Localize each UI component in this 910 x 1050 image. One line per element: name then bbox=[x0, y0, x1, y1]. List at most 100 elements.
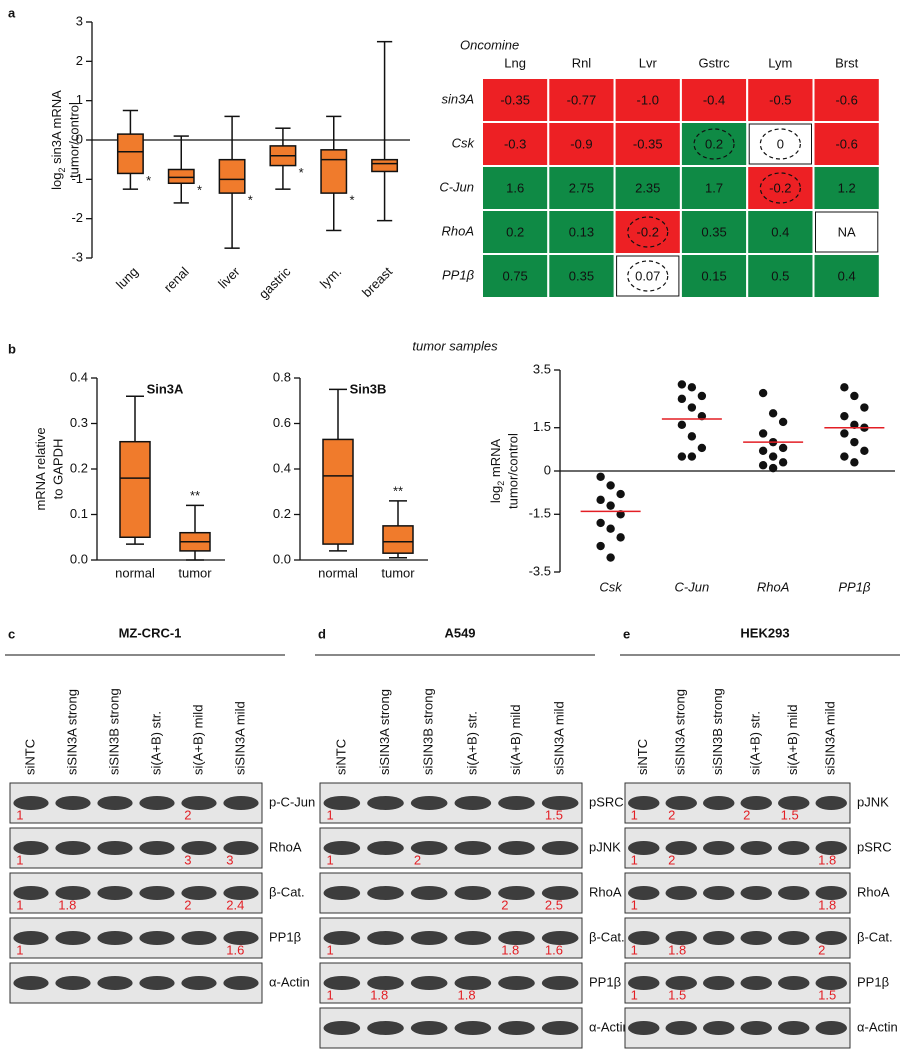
label-part: log bbox=[488, 486, 503, 503]
data-point bbox=[697, 443, 707, 453]
x-tick-label: normal bbox=[115, 565, 155, 580]
x-tick-label: RhoA bbox=[757, 579, 790, 594]
column-label: Lvr bbox=[639, 55, 658, 70]
blot-band bbox=[498, 931, 535, 945]
cell-value: NA bbox=[838, 224, 856, 239]
box bbox=[116, 133, 144, 175]
y-tick-label: 0.0 bbox=[70, 551, 88, 566]
cell-value: 0.07 bbox=[635, 268, 660, 283]
blot-strip bbox=[319, 782, 583, 824]
blot-band bbox=[665, 886, 697, 900]
cell-value: 0.4 bbox=[771, 224, 789, 239]
panel-letter: c bbox=[8, 626, 15, 641]
blot-strip bbox=[9, 962, 263, 1004]
heatmap-cell bbox=[815, 211, 879, 253]
blot-band bbox=[323, 886, 361, 900]
blot-band bbox=[498, 886, 535, 900]
highlight-circle bbox=[627, 216, 669, 248]
data-point bbox=[616, 510, 625, 519]
blot-band bbox=[740, 796, 772, 810]
blot-band bbox=[541, 796, 579, 810]
data-point bbox=[687, 383, 697, 392]
band-quantity: 1.5 bbox=[818, 987, 836, 1002]
lane-label: siSIN3B strong bbox=[710, 688, 725, 775]
blot-strip bbox=[624, 962, 851, 1004]
band-label: RhoA bbox=[269, 839, 302, 854]
blot-band bbox=[13, 976, 49, 990]
data-point bbox=[596, 518, 605, 528]
x-tick-label: normal bbox=[318, 565, 358, 580]
row-label: PP1β bbox=[442, 267, 475, 282]
cell-value: 1.2 bbox=[838, 180, 856, 195]
blot-band bbox=[541, 886, 579, 900]
blot-band bbox=[703, 931, 735, 945]
blot-band bbox=[323, 976, 361, 990]
blot-title: MZ-CRC-1 bbox=[119, 625, 182, 640]
cell-value: 2.35 bbox=[635, 180, 660, 195]
lane-label: siSIN3B strong bbox=[106, 688, 121, 775]
band-quantity: 2 bbox=[414, 852, 421, 867]
band-quantity: 2.4 bbox=[226, 897, 244, 912]
significance: * bbox=[248, 193, 253, 208]
significance: * bbox=[146, 173, 151, 188]
label-subscript: 2 bbox=[57, 167, 67, 172]
cell-value: 0 bbox=[777, 136, 784, 151]
blot-band bbox=[13, 886, 49, 900]
blot-band bbox=[778, 976, 810, 990]
cell-value: 0.75 bbox=[502, 268, 527, 283]
heatmap-cell bbox=[679, 121, 749, 167]
blot-band bbox=[778, 841, 810, 855]
lane-label: siSIN3A mild bbox=[823, 701, 838, 775]
band-label: β-Cat. bbox=[857, 929, 893, 944]
blot-band bbox=[223, 841, 259, 855]
heatmap-cell bbox=[748, 123, 813, 165]
data-point bbox=[596, 495, 605, 505]
blot-band bbox=[181, 976, 217, 990]
band-quantity: 3 bbox=[226, 852, 233, 867]
band-quantity: 1 bbox=[16, 942, 23, 957]
data-point bbox=[677, 452, 687, 461]
significance: * bbox=[299, 165, 304, 180]
band-quantity: 1.5 bbox=[545, 807, 563, 822]
blot-band bbox=[97, 931, 133, 945]
band-quantity: 2 bbox=[184, 807, 191, 822]
band-quantity: 1.5 bbox=[781, 807, 799, 822]
blot-band bbox=[778, 886, 810, 900]
cell-value: -0.35 bbox=[633, 136, 663, 151]
band-label: pSRC bbox=[589, 794, 624, 809]
column-label: Rnl bbox=[572, 55, 592, 70]
heatmap-cell bbox=[613, 209, 682, 255]
band-label: pSRC bbox=[857, 839, 892, 854]
blot-band bbox=[367, 931, 404, 945]
band-quantity: 2 bbox=[818, 942, 825, 957]
lane-label: siSIN3A mild bbox=[552, 701, 567, 775]
band-quantity: 1 bbox=[327, 942, 334, 957]
band-quantity: 1 bbox=[16, 897, 23, 912]
blot-band bbox=[223, 796, 259, 810]
blot-band bbox=[55, 796, 91, 810]
heatmap-cell bbox=[481, 121, 550, 167]
band-quantity: 1 bbox=[631, 942, 638, 957]
x-tick-label: C-Jun bbox=[675, 579, 710, 594]
y-tick-label: 0.4 bbox=[273, 460, 291, 475]
data-point bbox=[840, 411, 849, 421]
column-label: Brst bbox=[835, 55, 859, 70]
data-point bbox=[758, 429, 768, 438]
y-axis-label: log2 sin3A mRNA tumor/control bbox=[49, 90, 81, 190]
blot-band bbox=[323, 1021, 361, 1035]
blot-band bbox=[13, 841, 49, 855]
cell-value: 0.5 bbox=[771, 268, 789, 283]
x-tick-label: liver bbox=[215, 263, 243, 291]
box bbox=[218, 158, 246, 194]
lane-label: si(A+B) mild bbox=[508, 705, 523, 775]
box bbox=[119, 440, 151, 539]
blot-band bbox=[55, 886, 91, 900]
blot-strip bbox=[624, 872, 851, 914]
row-label: RhoA bbox=[441, 223, 474, 238]
cell-value: 0.4 bbox=[838, 268, 856, 283]
data-point bbox=[850, 391, 859, 401]
band-quantity: 1.8 bbox=[501, 942, 519, 957]
y-tick-label: 0.8 bbox=[273, 369, 291, 384]
data-point bbox=[606, 553, 615, 562]
